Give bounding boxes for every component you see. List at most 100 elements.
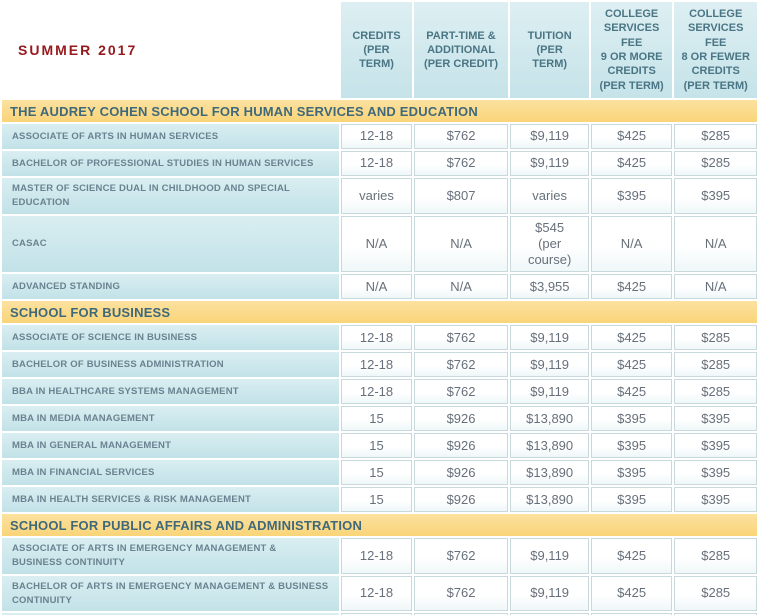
cell-fee-8-or-fewer: $285 [674,352,757,378]
cell-fee-8-or-fewer: $395 [674,178,757,214]
cell-credits: 12-18 [341,575,412,612]
program-label: ASSOCIATE OF ARTS IN HUMAN SERVICES [2,124,340,149]
section-title-human-services: THE AUDREY COHEN SCHOOL FOR HUMAN SERVIC… [2,100,757,122]
cell-tuition: $9,119 [510,352,589,378]
program-label: BACHELOR OF BUSINESS ADMINISTRATION [2,352,340,378]
cell-part-time: $926 [413,433,509,459]
table-row: MBA IN HEALTH SERVICES & RISK MANAGEMENT… [2,487,757,513]
cell-credits: 15 [341,433,412,459]
cell-part-time: $926 [413,487,509,513]
cell-fee-9-or-more: $395 [590,406,673,432]
cell-tuition: $13,890 [510,406,589,432]
cell-part-time: $762 [413,151,509,176]
table-row: MBA IN MEDIA MANAGEMENT 15 $926 $13,890 … [2,406,757,432]
cell-part-time: $762 [413,352,509,378]
section-title-public-affairs: SCHOOL FOR PUBLIC AFFAIRS AND ADMINISTRA… [2,514,757,537]
cell-tuition: $9,119 [510,325,589,351]
cell-fee-9-or-more: $395 [590,433,673,459]
cell-part-time: $762 [413,575,509,612]
cell-tuition: varies [510,178,589,214]
cell-tuition: $3,955 [510,274,589,300]
program-label: MBA IN GENERAL MANAGEMENT [2,433,340,459]
cell-part-time: $762 [413,538,509,574]
cell-tuition: $9,119 [510,538,589,574]
cell-tuition: $13,890 [510,433,589,459]
cell-fee-8-or-fewer: N/A [674,215,757,273]
cell-fee-9-or-more: $425 [590,575,673,612]
section-header-row: SCHOOL FOR BUSINESS [2,301,757,324]
program-label: MBA IN FINANCIAL SERVICES [2,460,340,486]
cell-credits: 12-18 [341,352,412,378]
table-row: ASSOCIATE OF ARTS IN HUMAN SERVICES 12-1… [2,124,757,149]
cell-part-time: $926 [413,460,509,486]
cell-tuition: $9,119 [510,575,589,612]
cell-fee-8-or-fewer: $395 [674,406,757,432]
program-label: MBA IN MEDIA MANAGEMENT [2,406,340,432]
cell-tuition: $9,119 [510,379,589,405]
cell-fee-9-or-more: $425 [590,352,673,378]
term-title: SUMMER 2017 [2,2,340,98]
cell-tuition: $9,119 [510,124,589,149]
program-label: MASTER OF SCIENCE DUAL IN CHILDHOOD AND … [2,178,340,214]
table-row: BACHELOR OF PROFESSIONAL STUDIES IN HUMA… [2,151,757,176]
table-row: MBA IN FINANCIAL SERVICES 15 $926 $13,89… [2,460,757,486]
cell-part-time: $807 [413,178,509,214]
cell-part-time: $762 [413,325,509,351]
cell-credits: 15 [341,460,412,486]
cell-fee-8-or-fewer: N/A [674,274,757,300]
cell-tuition: $12,030 [510,613,589,615]
cell-fee-8-or-fewer: $395 [674,487,757,513]
cell-fee-8-or-fewer: $395 [674,433,757,459]
cell-part-time: $842 [413,613,509,615]
cell-part-time: N/A [413,274,509,300]
section-title-business: SCHOOL FOR BUSINESS [2,301,757,324]
program-label: ASSOCIATE OF ARTS IN EMERGENCY MANAGEMEN… [2,538,340,574]
cell-fee-9-or-more: $425 [590,151,673,176]
program-label: CASAC [2,215,340,273]
cell-fee-9-or-more: $395 [590,487,673,513]
cell-credits: N/A [341,274,412,300]
cell-fee-9-or-more: $395 [590,613,673,615]
cell-credits: 12-18 [341,151,412,176]
cell-part-time: $926 [413,406,509,432]
program-label: MPA IN PUBLIC ADMINISTRATION [2,613,340,615]
cell-fee-9-or-more: $425 [590,124,673,149]
cell-credits: 12-18 [341,379,412,405]
cell-tuition: $9,119 [510,151,589,176]
cell-fee-8-or-fewer: $285 [674,575,757,612]
cell-fee-8-or-fewer: $395 [674,613,757,615]
cell-credits: 15 [341,406,412,432]
cell-fee-8-or-fewer: $395 [674,460,757,486]
table-row: BACHELOR OF BUSINESS ADMINISTRATION 12-1… [2,352,757,378]
cell-credits: 12-18 [341,325,412,351]
col-header-credits: CREDITS (PER TERM) [341,2,412,98]
table-row: BACHELOR OF ARTS IN EMERGENCY MANAGEMENT… [2,575,757,612]
program-label: ASSOCIATE OF SCIENCE IN BUSINESS [2,325,340,351]
section-header-row: THE AUDREY COHEN SCHOOL FOR HUMAN SERVIC… [2,100,757,122]
table-row: MPA IN PUBLIC ADMINISTRATION 15 $842 $12… [2,613,757,615]
table-row: ADVANCED STANDING N/A N/A $3,955 $425 N/… [2,274,757,300]
program-label: BACHELOR OF PROFESSIONAL STUDIES IN HUMA… [2,151,340,176]
cell-fee-8-or-fewer: $285 [674,151,757,176]
table-row: ASSOCIATE OF ARTS IN EMERGENCY MANAGEMEN… [2,538,757,574]
section-header-row: SCHOOL FOR PUBLIC AFFAIRS AND ADMINISTRA… [2,514,757,537]
cell-fee-8-or-fewer: $285 [674,325,757,351]
cell-part-time: N/A [413,215,509,273]
table-row: ASSOCIATE OF SCIENCE IN BUSINESS 12-18 $… [2,325,757,351]
col-header-tuition: TUITION (PER TERM) [510,2,589,98]
program-label: BACHELOR OF ARTS IN EMERGENCY MANAGEMENT… [2,575,340,612]
table-row: CASAC N/A N/A $545 (per course) N/A N/A [2,215,757,273]
col-header-fee-9-or-more: COLLEGE SERVICES FEE 9 OR MORE CREDITS (… [590,2,673,98]
cell-credits: 15 [341,487,412,513]
program-label: ADVANCED STANDING [2,274,340,300]
cell-credits: 15 [341,613,412,615]
cell-tuition: $545 (per course) [510,215,589,273]
cell-credits: 12-18 [341,124,412,149]
cell-fee-9-or-more: $425 [590,379,673,405]
table-row: MASTER OF SCIENCE DUAL IN CHILDHOOD AND … [2,178,757,214]
cell-fee-9-or-more: $395 [590,460,673,486]
program-label: MBA IN HEALTH SERVICES & RISK MANAGEMENT [2,487,340,513]
cell-part-time: $762 [413,124,509,149]
cell-fee-9-or-more: N/A [590,215,673,273]
